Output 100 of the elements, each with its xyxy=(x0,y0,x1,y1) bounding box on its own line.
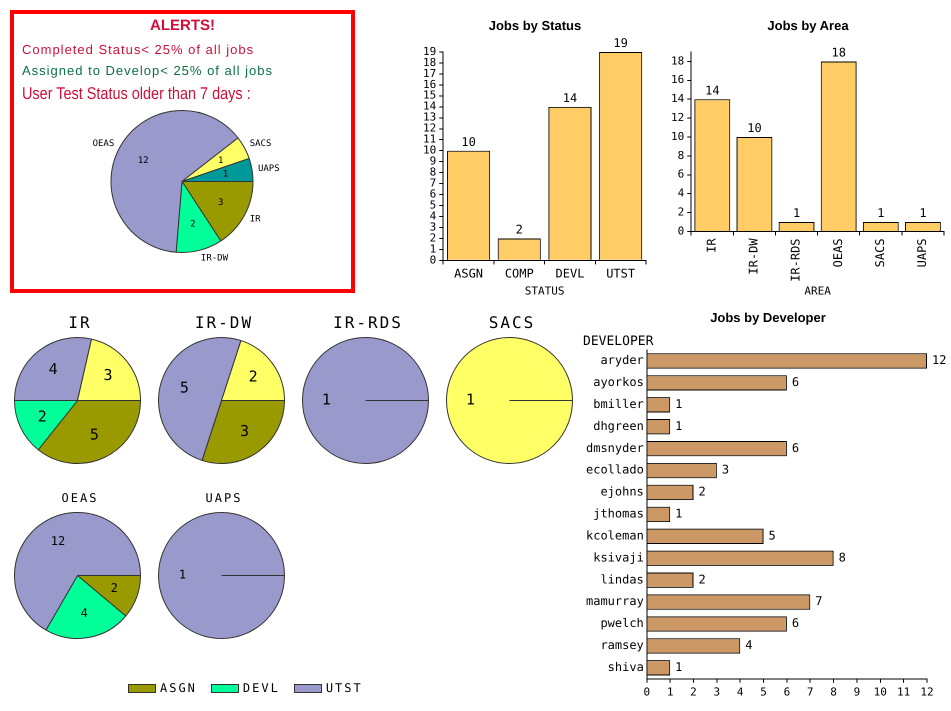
y-tick-label: 16 xyxy=(670,73,684,86)
y-tick-label: 12 xyxy=(670,110,684,124)
y-axis-title: DEVELOPER xyxy=(583,334,654,349)
data-label: 2 xyxy=(698,484,706,499)
y-tick-label: 14 xyxy=(422,100,437,113)
y-tick-label: dmsnyder xyxy=(586,440,644,455)
data-label: 1 xyxy=(218,156,224,166)
y-tick-label: 7 xyxy=(430,176,436,190)
y-tick-label: 4 xyxy=(678,186,685,200)
slice-label: SACS xyxy=(250,139,272,150)
data-label: 12 xyxy=(932,353,946,368)
y-tick-label: pwelch xyxy=(600,616,644,630)
y-tick-label: 3 xyxy=(430,220,436,234)
data-label: 14 xyxy=(562,90,578,105)
data-label: 1 xyxy=(466,390,475,408)
y-tick-label: 4 xyxy=(430,209,437,222)
data-label: 4 xyxy=(48,360,58,378)
data-label: 5 xyxy=(180,378,189,396)
y-tick-label: jthomas xyxy=(593,506,644,521)
data-label: 1 xyxy=(792,206,800,220)
text: Assigned to Develop< 25% of all jobs xyxy=(22,63,274,78)
data-label: 6 xyxy=(792,440,800,455)
y-tick-label: 10 xyxy=(422,144,436,157)
y-tick-label: ayorkos xyxy=(593,375,644,390)
y-tick-label: 0 xyxy=(678,224,684,238)
y-tick-label: 18 xyxy=(422,56,436,69)
data-label: 1 xyxy=(222,170,228,180)
x-tick-label: IR-DW xyxy=(746,238,761,275)
y-tick-label: 12 xyxy=(422,122,436,135)
chart-title: UAPS xyxy=(204,490,244,507)
x-tick-label: 4 xyxy=(736,685,744,698)
y-tick-label: shiva xyxy=(608,660,644,674)
chart-title: Jobs by Status xyxy=(488,17,582,35)
data-label: 5 xyxy=(90,426,99,444)
data-label: 1 xyxy=(322,390,331,408)
data-label: 6 xyxy=(792,375,800,390)
text: Completed Status< 25% of all jobs xyxy=(22,42,256,57)
data-label: 8 xyxy=(838,550,846,564)
data-label: 12 xyxy=(50,534,66,548)
x-tick-label: DEVL xyxy=(556,266,584,281)
y-tick-label: aryder xyxy=(600,353,644,368)
chart-title: ALERTS! xyxy=(149,16,216,36)
data-label: 1 xyxy=(178,568,186,582)
y-tick-label: 6 xyxy=(678,168,684,181)
y-tick-label: mamurray xyxy=(586,594,644,608)
x-tick-label: 11 xyxy=(897,685,910,698)
data-label: 12 xyxy=(138,156,149,166)
x-tick-label: IR-RDS xyxy=(788,238,803,282)
x-tick-label: 3 xyxy=(714,685,720,698)
data-label: 6 xyxy=(792,616,800,630)
chart-title: IR xyxy=(67,313,93,333)
data-label: 3 xyxy=(218,198,224,208)
x-tick-label: 10 xyxy=(874,685,887,698)
x-tick-label: 7 xyxy=(806,685,814,698)
y-tick-label: 5 xyxy=(430,198,436,212)
data-label: 1 xyxy=(877,206,884,220)
data-label: 2 xyxy=(516,222,523,237)
x-tick-label: 12 xyxy=(920,685,934,698)
chart-title: OEAS xyxy=(60,490,100,507)
x-axis-title: AREA xyxy=(804,284,832,298)
y-tick-label: dhgreen xyxy=(593,418,644,433)
chart-title: Jobs by Developer xyxy=(709,309,827,327)
y-tick-label: 17 xyxy=(422,66,436,80)
y-tick-label: 8 xyxy=(678,148,684,162)
x-tick-label: IR xyxy=(704,238,718,253)
y-tick-label: ramsey xyxy=(600,638,644,652)
x-tick-label: OEAS xyxy=(830,238,845,268)
y-tick-label: 16 xyxy=(422,78,436,91)
y-tick-label: 11 xyxy=(422,132,436,146)
x-tick-label: ASGN xyxy=(454,266,484,281)
data-label: 10 xyxy=(461,134,476,149)
y-tick-label: kcoleman xyxy=(586,528,644,542)
data-label: 10 xyxy=(747,121,762,136)
x-tick-label: 9 xyxy=(854,685,860,698)
data-label: 2 xyxy=(110,580,118,595)
y-tick-label: 9 xyxy=(430,154,436,168)
data-label: 7 xyxy=(815,594,822,608)
data-label: 1 xyxy=(919,206,927,220)
slice-label: IR xyxy=(250,214,262,224)
y-tick-label: 13 xyxy=(422,110,436,124)
data-label: 3 xyxy=(722,462,730,477)
y-tick-label: 8 xyxy=(430,166,436,179)
chart-title: SACS xyxy=(488,313,536,333)
data-label: 3 xyxy=(240,422,249,440)
x-tick-label: 2 xyxy=(690,685,697,698)
data-label: 4 xyxy=(80,606,88,620)
x-axis-title: STATUS xyxy=(524,284,564,298)
x-tick-label: UTST xyxy=(606,266,636,281)
x-tick-label: SACS xyxy=(872,238,887,268)
y-tick-label: 2 xyxy=(678,205,684,218)
y-tick-label: 18 xyxy=(670,54,684,68)
data-label: 2 xyxy=(190,220,196,230)
y-tick-label: ksivaji xyxy=(593,550,644,564)
chart-title: IR-RDS xyxy=(332,313,404,333)
data-label: 4 xyxy=(745,638,752,652)
slice-label: UAPS xyxy=(258,164,280,174)
y-tick-label: bmiller xyxy=(593,396,644,411)
y-tick-label: 19 xyxy=(422,44,436,58)
slice-label: OEAS xyxy=(92,139,114,150)
y-tick-label: 10 xyxy=(670,130,684,143)
